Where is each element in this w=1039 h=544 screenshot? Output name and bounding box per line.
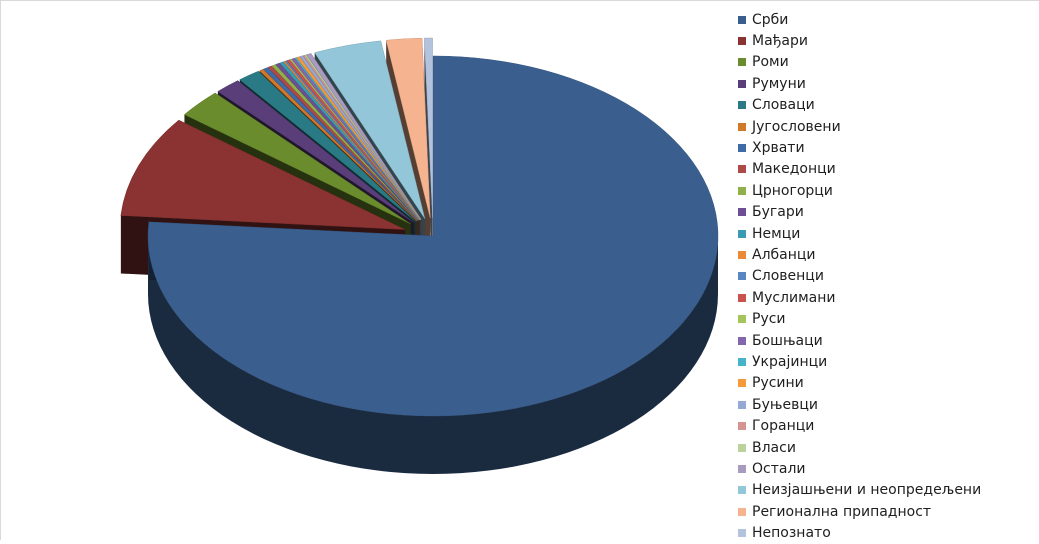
legend-label: Буњевци bbox=[752, 396, 818, 413]
legend-label: Роми bbox=[752, 54, 789, 71]
pie-slice-24 bbox=[385, 37, 431, 219]
legend-swatch bbox=[738, 400, 746, 409]
pie-slice-23 bbox=[314, 40, 426, 219]
legend-item: Словенци bbox=[738, 266, 1038, 287]
legend-swatch bbox=[738, 208, 746, 217]
pie-slice-18 bbox=[296, 56, 421, 220]
legend-label: Руси bbox=[752, 311, 786, 328]
legend-item: Регионална припадност bbox=[738, 501, 1038, 522]
legend-swatch bbox=[738, 101, 746, 110]
pie-slice-side bbox=[148, 236, 718, 474]
legend-swatch bbox=[738, 357, 746, 366]
legend-label: Југословени bbox=[752, 118, 841, 135]
pie-slice-1 bbox=[147, 55, 719, 417]
legend-item: Хрвати bbox=[738, 137, 1038, 158]
legend-swatch bbox=[738, 79, 746, 88]
legend-label: Регионална припадност bbox=[752, 503, 932, 520]
legend: Срби Мађари Роми Румуни Словаци Југословени Хр… bbox=[738, 9, 1038, 544]
legend-item: Украјинци bbox=[738, 351, 1038, 372]
pie-slice-9 bbox=[271, 64, 419, 221]
pie-slice-3 bbox=[183, 92, 411, 225]
legend-label: Хрвати bbox=[752, 140, 805, 157]
legend-label: Горанци bbox=[752, 418, 815, 435]
legend-swatch bbox=[738, 529, 746, 538]
legend-item: Неизјашњени и неопредељени bbox=[738, 480, 1038, 501]
legend-swatch bbox=[738, 507, 746, 516]
legend-swatch bbox=[738, 58, 746, 67]
legend-swatch bbox=[738, 379, 746, 388]
pie-slice-2 bbox=[120, 119, 406, 230]
pie-slice-4 bbox=[217, 80, 414, 223]
pie-slice-8 bbox=[267, 65, 418, 221]
pie-slice-11 bbox=[279, 61, 419, 221]
legend-label: Словаци bbox=[752, 97, 815, 114]
legend-swatch bbox=[738, 486, 746, 495]
legend-item: Немци bbox=[738, 223, 1038, 244]
legend-label: Словенци bbox=[752, 268, 824, 285]
legend-swatch bbox=[738, 186, 746, 195]
legend-swatch bbox=[738, 315, 746, 324]
legend-swatch bbox=[738, 422, 746, 431]
pie-chart bbox=[120, 37, 719, 474]
legend-item: Непознато bbox=[738, 522, 1038, 543]
legend-swatch bbox=[738, 122, 746, 131]
legend-item: Горанци bbox=[738, 415, 1038, 436]
legend-label: Румуни bbox=[752, 75, 806, 92]
pie-slice-7 bbox=[262, 67, 418, 221]
legend-item: Власи bbox=[738, 437, 1038, 458]
pie-slice-cut bbox=[424, 38, 433, 277]
pie-slice-25 bbox=[424, 37, 433, 219]
legend-label: Муслимани bbox=[752, 289, 836, 306]
legend-item: Словаци bbox=[738, 95, 1038, 116]
legend-label: Албанци bbox=[752, 246, 816, 263]
legend-swatch bbox=[738, 250, 746, 259]
legend-item: Румуни bbox=[738, 73, 1038, 94]
pie-slice-22 bbox=[306, 53, 422, 220]
pie-slice-6 bbox=[259, 69, 417, 222]
legend-swatch bbox=[738, 443, 746, 452]
legend-item: Мађари bbox=[738, 30, 1038, 51]
pie-tops bbox=[120, 37, 719, 417]
legend-label: Бугари bbox=[752, 204, 804, 221]
legend-label: Мађари bbox=[752, 33, 808, 50]
legend-item: Бошњаци bbox=[738, 330, 1038, 351]
legend-item: Бугари bbox=[738, 202, 1038, 223]
legend-item: Црногорци bbox=[738, 180, 1038, 201]
legend-item: Југословени bbox=[738, 116, 1038, 137]
pie-slice-10 bbox=[275, 62, 419, 221]
legend-item: Срби bbox=[738, 9, 1038, 30]
legend-swatch bbox=[738, 464, 746, 473]
legend-item: Роми bbox=[738, 52, 1038, 73]
legend-label: Остали bbox=[752, 460, 806, 477]
pie-slice-5 bbox=[239, 70, 416, 222]
legend-item: Буњевци bbox=[738, 394, 1038, 415]
legend-label: Неизјашњени и неопредељени bbox=[752, 482, 982, 499]
legend-swatch bbox=[738, 336, 746, 345]
legend-label: Црногорци bbox=[752, 182, 833, 199]
legend-label: Русини bbox=[752, 375, 804, 392]
legend-swatch bbox=[738, 293, 746, 302]
legend-label: Непознато bbox=[752, 525, 831, 542]
legend-swatch bbox=[738, 144, 746, 153]
legend-label: Македонци bbox=[752, 161, 836, 178]
pie-slice-21 bbox=[304, 54, 422, 220]
legend-label: Бошњаци bbox=[752, 332, 823, 349]
legend-label: Украјинци bbox=[752, 353, 828, 370]
legend-item: Муслимани bbox=[738, 287, 1038, 308]
legend-swatch bbox=[738, 229, 746, 238]
legend-swatch bbox=[738, 15, 746, 24]
legend-swatch bbox=[738, 272, 746, 281]
legend-swatch bbox=[738, 165, 746, 174]
legend-item: Македонци bbox=[738, 159, 1038, 180]
legend-item: Руси bbox=[738, 308, 1038, 329]
legend-label: Срби bbox=[752, 11, 789, 28]
legend-swatch bbox=[738, 37, 746, 46]
legend-item: Остали bbox=[738, 458, 1038, 479]
legend-item: Русини bbox=[738, 373, 1038, 394]
legend-item: Албанци bbox=[738, 244, 1038, 265]
legend-label: Немци bbox=[752, 225, 801, 242]
legend-label: Власи bbox=[752, 439, 796, 456]
